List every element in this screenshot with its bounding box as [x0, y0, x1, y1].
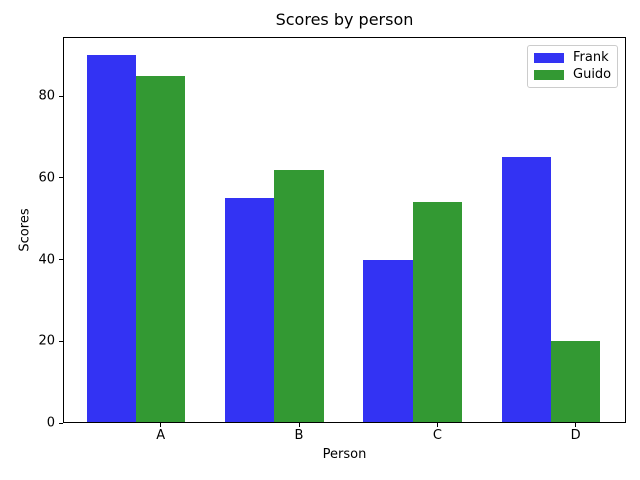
bar-guido-d: [550, 341, 601, 423]
legend-item-frank: Frank: [534, 51, 611, 65]
y-tick-mark-40: [59, 259, 63, 261]
legend-item-guido: Guido: [534, 68, 611, 82]
x-tick-label-D: D: [570, 428, 581, 443]
bar-guido-c: [412, 202, 463, 423]
legend: Frank Guido: [527, 45, 618, 88]
y-tick-label-60: 60: [38, 170, 55, 186]
legend-swatch-guido: [534, 70, 564, 80]
chart-title: Scores by person: [275, 10, 414, 29]
x-tick-label-B: B: [294, 428, 304, 443]
y-tick-label-0: 0: [46, 415, 55, 431]
y-tick-mark-80: [59, 95, 63, 97]
bar-frank-c: [363, 259, 413, 423]
plot-area: [63, 37, 626, 423]
y-tick-label-80: 80: [38, 88, 55, 104]
x-tick-label-A: A: [156, 428, 166, 443]
x-tick-label-C: C: [432, 428, 442, 443]
x-tick-mark-D: [575, 423, 577, 427]
x-tick-mark-B: [298, 423, 300, 427]
y-axis-label: Scores: [17, 208, 33, 252]
bar-frank-d: [501, 157, 551, 423]
legend-label-guido: Guido: [573, 67, 612, 82]
y-tick-mark-20: [59, 340, 63, 342]
x-axis-label: Person: [322, 447, 367, 462]
bar-frank-b: [224, 198, 275, 423]
legend-swatch-frank: [534, 53, 564, 63]
x-tick-mark-A: [160, 423, 162, 427]
bar-guido-a: [136, 75, 186, 423]
y-tick-label-20: 20: [38, 333, 55, 349]
bar-frank-a: [86, 55, 136, 423]
legend-label-frank: Frank: [573, 50, 609, 65]
y-tick-mark-60: [59, 177, 63, 179]
y-tick-mark-0: [59, 422, 63, 424]
bar-guido-b: [274, 169, 324, 423]
y-tick-label-40: 40: [38, 252, 55, 268]
x-tick-mark-C: [436, 423, 438, 427]
